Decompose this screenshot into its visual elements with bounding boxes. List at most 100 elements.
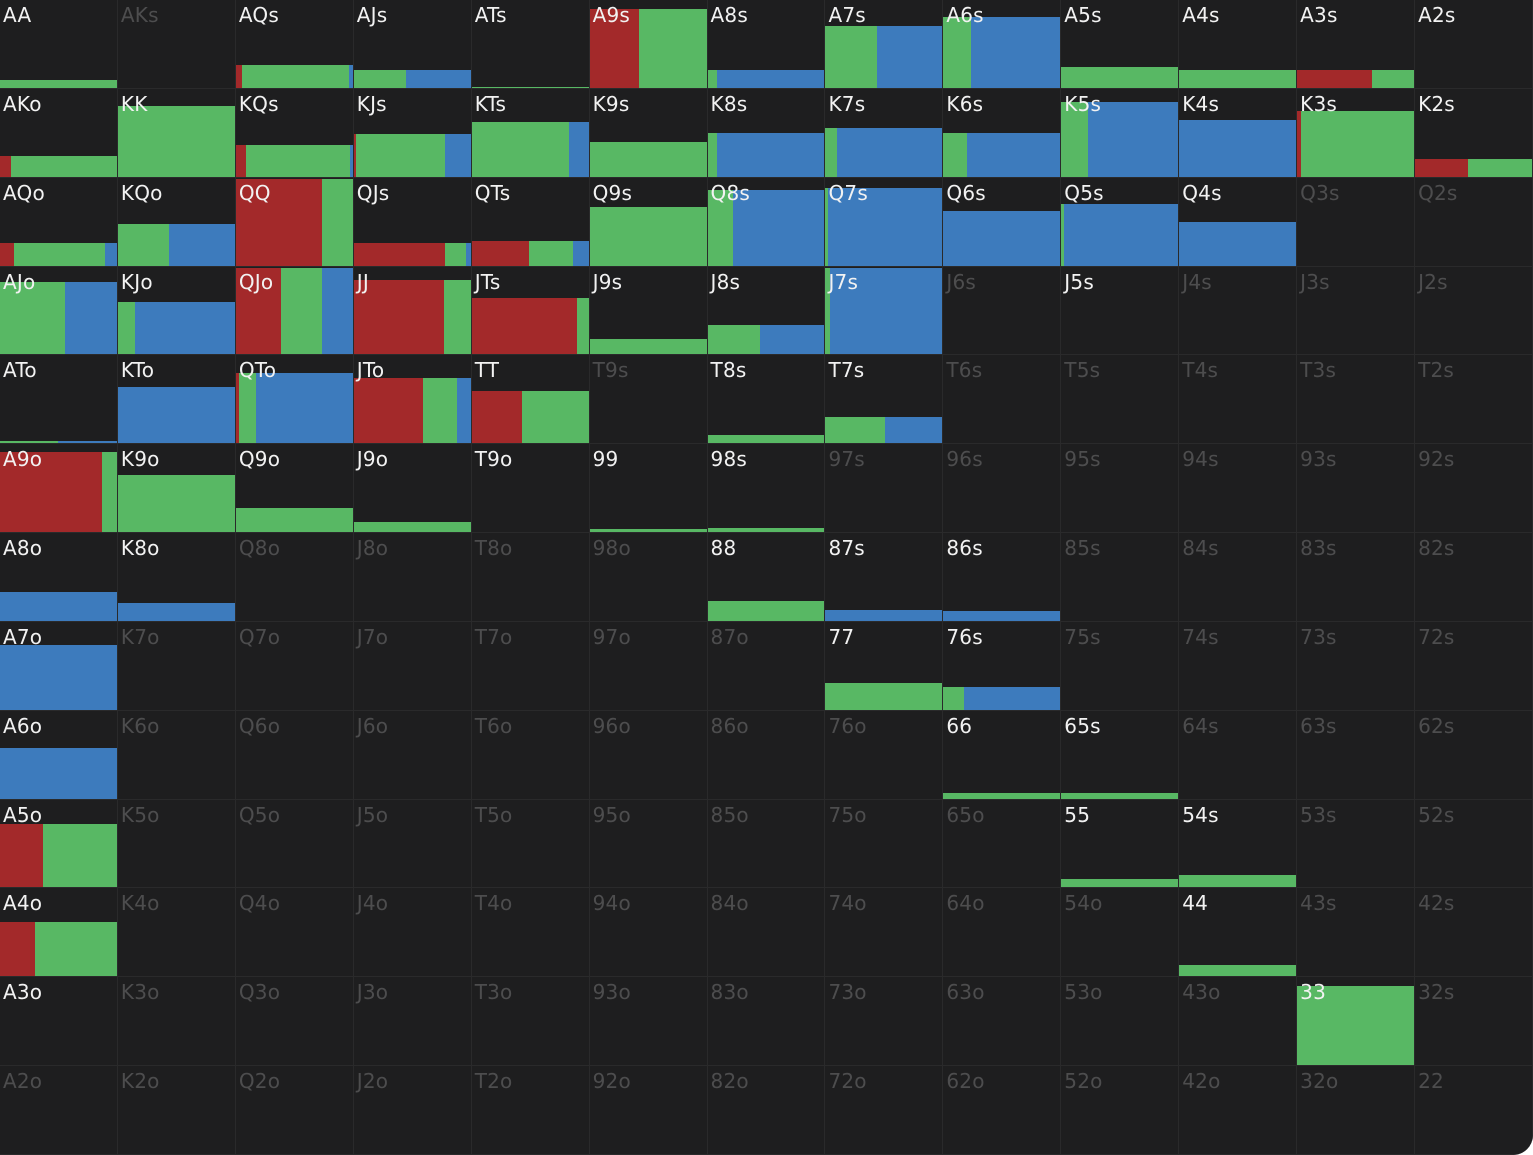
hand-cell[interactable]: ATo	[0, 355, 118, 445]
hand-cell[interactable]: A9o	[0, 444, 118, 534]
hand-cell[interactable]: 94o	[589, 888, 708, 978]
hand-cell[interactable]: 98o	[589, 533, 708, 622]
hand-cell[interactable]: 53o	[1061, 977, 1180, 1067]
hand-cell[interactable]: K3s	[1297, 88, 1416, 178]
hand-cell[interactable]: A7s	[825, 0, 944, 89]
hand-cell[interactable]: 84s	[1179, 533, 1298, 622]
hand-cell[interactable]: T4o	[471, 888, 590, 978]
hand-cell[interactable]: QTs	[471, 177, 590, 267]
hand-cell[interactable]: T2s	[1415, 355, 1533, 445]
hand-cell[interactable]: J7o	[353, 621, 472, 711]
hand-cell[interactable]: 86o	[707, 710, 826, 800]
hand-cell[interactable]: Q9s	[589, 177, 708, 267]
hand-cell[interactable]: 66	[943, 710, 1062, 800]
hand-cell[interactable]: 22	[1415, 1066, 1533, 1155]
hand-cell[interactable]: KQs	[235, 88, 354, 178]
hand-cell[interactable]: J5s	[1061, 266, 1180, 356]
hand-cell[interactable]: K5o	[117, 799, 236, 889]
hand-cell[interactable]: 93o	[589, 977, 708, 1067]
hand-cell[interactable]: T8o	[471, 533, 590, 622]
hand-cell[interactable]: A3o	[0, 977, 118, 1067]
hand-cell[interactable]: 92s	[1415, 444, 1533, 534]
hand-cell[interactable]: 63o	[943, 977, 1062, 1067]
hand-cell[interactable]: 44	[1179, 888, 1298, 978]
hand-cell[interactable]: 99	[589, 444, 708, 534]
hand-cell[interactable]: J2s	[1415, 266, 1533, 356]
hand-cell[interactable]: K9s	[589, 88, 708, 178]
hand-cell[interactable]: J9s	[589, 266, 708, 356]
hand-cell[interactable]: 62o	[943, 1066, 1062, 1155]
hand-cell[interactable]: 82s	[1415, 533, 1533, 622]
hand-cell[interactable]: Q6s	[943, 177, 1062, 267]
hand-cell[interactable]: T7o	[471, 621, 590, 711]
hand-cell[interactable]: 94s	[1179, 444, 1298, 534]
hand-cell[interactable]: 64o	[943, 888, 1062, 978]
hand-cell[interactable]: QQ	[235, 177, 354, 267]
hand-cell[interactable]: KJo	[117, 266, 236, 356]
hand-cell[interactable]: 54s	[1179, 799, 1298, 889]
hand-cell[interactable]: K7s	[825, 88, 944, 178]
hand-cell[interactable]: 76s	[943, 621, 1062, 711]
hand-cell[interactable]: J4o	[353, 888, 472, 978]
hand-cell[interactable]: T6o	[471, 710, 590, 800]
hand-cell[interactable]: A2s	[1415, 0, 1533, 89]
hand-cell[interactable]: T7s	[825, 355, 944, 445]
hand-cell[interactable]: 52o	[1061, 1066, 1180, 1155]
hand-cell[interactable]: 64s	[1179, 710, 1298, 800]
hand-cell[interactable]: 33	[1297, 977, 1416, 1067]
hand-cell[interactable]: T2o	[471, 1066, 590, 1155]
hand-cell[interactable]: J8s	[707, 266, 826, 356]
hand-cell[interactable]: K6o	[117, 710, 236, 800]
hand-cell[interactable]: AKs	[117, 0, 236, 89]
hand-cell[interactable]: K7o	[117, 621, 236, 711]
hand-cell[interactable]: 95o	[589, 799, 708, 889]
hand-cell[interactable]: K2s	[1415, 88, 1533, 178]
hand-cell[interactable]: 93s	[1297, 444, 1416, 534]
hand-cell[interactable]: 65s	[1061, 710, 1180, 800]
hand-cell[interactable]: T3o	[471, 977, 590, 1067]
hand-cell[interactable]: 77	[825, 621, 944, 711]
hand-cell[interactable]: J5o	[353, 799, 472, 889]
hand-cell[interactable]: AKo	[0, 88, 118, 178]
hand-cell[interactable]: AJs	[353, 0, 472, 89]
hand-cell[interactable]: Q7o	[235, 621, 354, 711]
hand-cell[interactable]: 75s	[1061, 621, 1180, 711]
hand-cell[interactable]: 85o	[707, 799, 826, 889]
hand-cell[interactable]: J8o	[353, 533, 472, 622]
hand-cell[interactable]: 32o	[1297, 1066, 1416, 1155]
hand-cell[interactable]: AQo	[0, 177, 118, 267]
hand-cell[interactable]: 42s	[1415, 888, 1533, 978]
hand-cell[interactable]: QTo	[235, 355, 354, 445]
hand-cell[interactable]: Q4s	[1179, 177, 1298, 267]
hand-cell[interactable]: 95s	[1061, 444, 1180, 534]
hand-cell[interactable]: 72s	[1415, 621, 1533, 711]
hand-cell[interactable]: Q7s	[825, 177, 944, 267]
hand-cell[interactable]: JTs	[471, 266, 590, 356]
hand-cell[interactable]: A5o	[0, 799, 118, 889]
hand-cell[interactable]: J4s	[1179, 266, 1298, 356]
hand-cell[interactable]: J6o	[353, 710, 472, 800]
hand-cell[interactable]: 85s	[1061, 533, 1180, 622]
hand-cell[interactable]: Q5s	[1061, 177, 1180, 267]
hand-cell[interactable]: K4s	[1179, 88, 1298, 178]
hand-cell[interactable]: 32s	[1415, 977, 1533, 1067]
hand-cell[interactable]: J2o	[353, 1066, 472, 1155]
hand-cell[interactable]: QJs	[353, 177, 472, 267]
hand-cell[interactable]: K3o	[117, 977, 236, 1067]
hand-cell[interactable]: 75o	[825, 799, 944, 889]
hand-cell[interactable]: JJ	[353, 266, 472, 356]
hand-cell[interactable]: K9o	[117, 444, 236, 534]
hand-cell[interactable]: 73s	[1297, 621, 1416, 711]
hand-cell[interactable]: 97s	[825, 444, 944, 534]
hand-cell[interactable]: A6s	[943, 0, 1062, 89]
hand-cell[interactable]: 53s	[1297, 799, 1416, 889]
hand-cell[interactable]: Q9o	[235, 444, 354, 534]
hand-cell[interactable]: 72o	[825, 1066, 944, 1155]
hand-cell[interactable]: KJs	[353, 88, 472, 178]
hand-cell[interactable]: A8s	[707, 0, 826, 89]
hand-cell[interactable]: KTs	[471, 88, 590, 178]
hand-cell[interactable]: A4o	[0, 888, 118, 978]
hand-cell[interactable]: T4s	[1179, 355, 1298, 445]
hand-cell[interactable]: 52s	[1415, 799, 1533, 889]
hand-cell[interactable]: Q4o	[235, 888, 354, 978]
